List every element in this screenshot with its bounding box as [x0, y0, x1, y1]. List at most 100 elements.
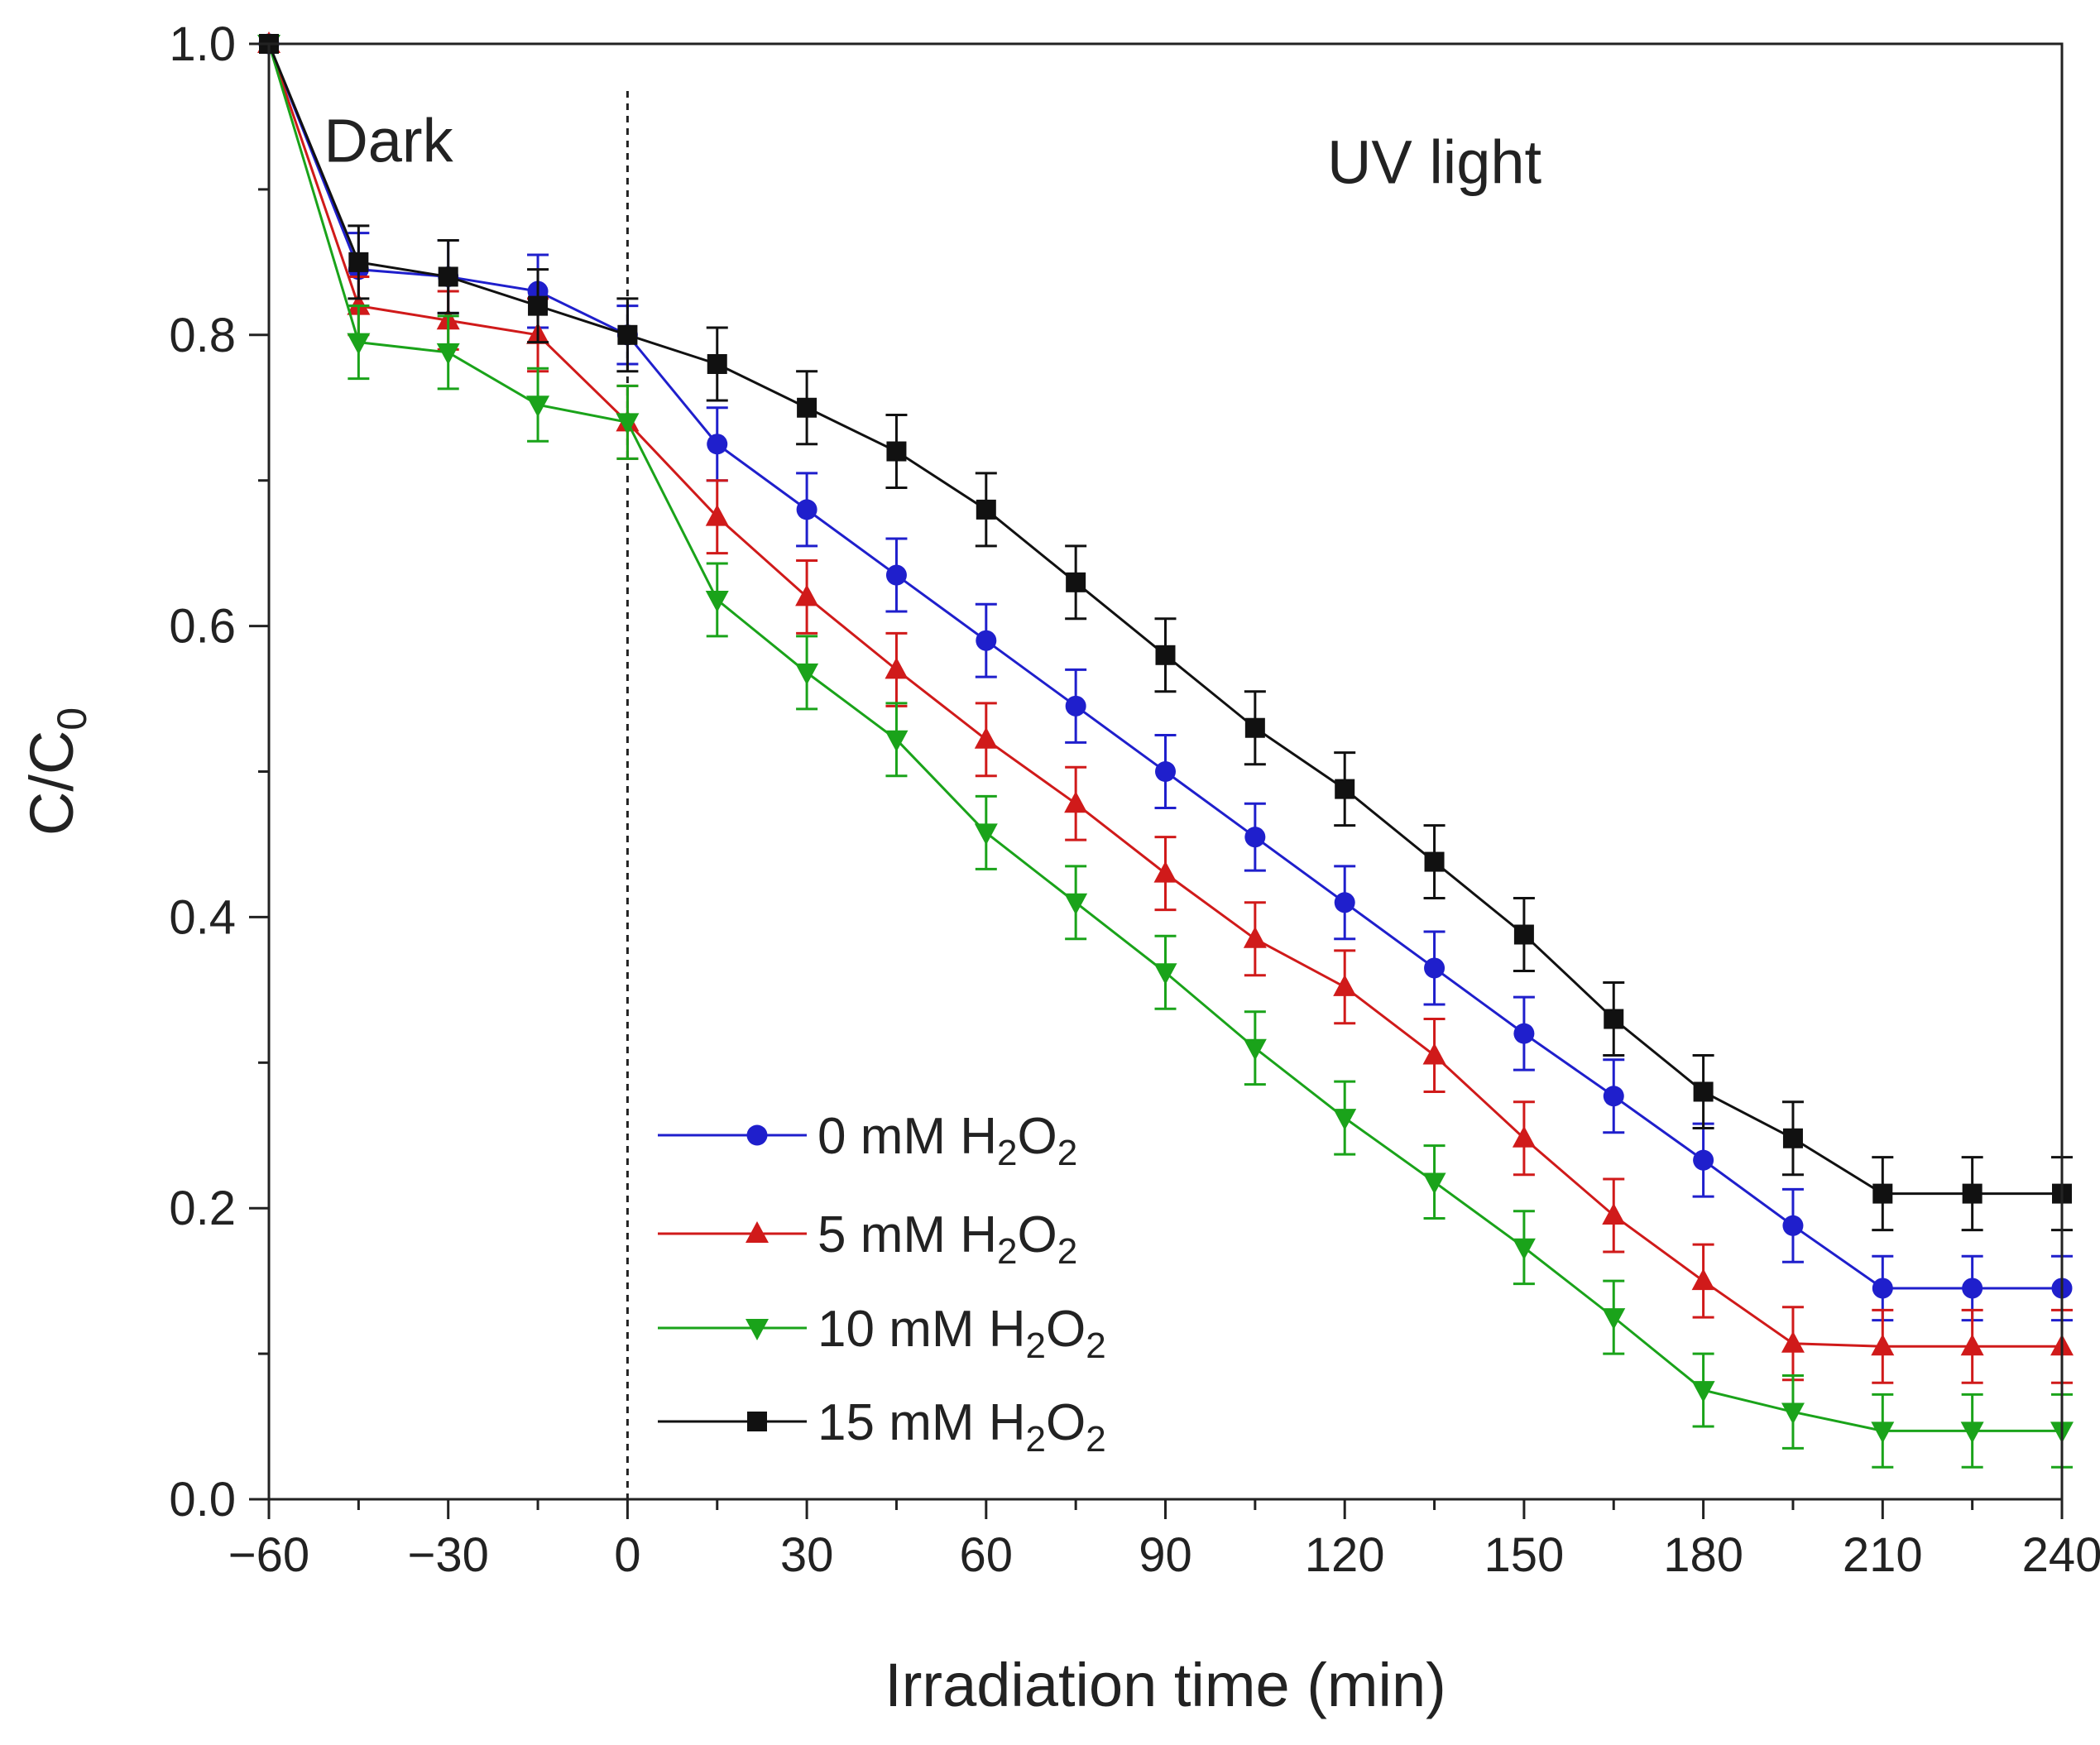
data-point — [974, 726, 998, 749]
legend-label-sub: 2 — [1086, 1326, 1105, 1366]
data-point — [347, 293, 371, 315]
dark-label: Dark — [324, 106, 453, 175]
data-point — [1155, 761, 1176, 782]
annotations: Dark UV light — [324, 106, 1541, 196]
x-tick-label: −30 — [408, 1528, 489, 1582]
data-point — [1872, 1278, 1893, 1299]
data-point — [1602, 1202, 1626, 1225]
data-point — [1153, 861, 1177, 883]
series-1 — [257, 31, 2074, 1384]
data-point — [1960, 1421, 1984, 1444]
data-point — [1424, 851, 1445, 872]
legend-item-0: 0 mM H2O2 — [658, 1108, 1077, 1173]
x-tick-label: 90 — [1139, 1528, 1192, 1582]
x-tick-label: 60 — [960, 1528, 1014, 1582]
data-point — [1781, 1402, 1805, 1425]
series-3 — [259, 34, 2073, 1232]
legend-label-sub: 2 — [1025, 1326, 1045, 1366]
legend-label-text: 15 mM H — [817, 1394, 1025, 1451]
uv-light-label: UV light — [1327, 128, 1542, 197]
data-point — [1424, 957, 1446, 979]
legend-label-text: O — [1046, 1394, 1086, 1451]
data-point — [438, 266, 458, 287]
y-tick-label: 0.6 — [169, 600, 236, 654]
data-point — [1871, 1334, 1895, 1356]
legend-marker — [746, 1124, 768, 1146]
data-point — [976, 499, 996, 520]
data-point — [1335, 779, 1355, 799]
legend-item-2: 10 mM H2O2 — [658, 1301, 1106, 1366]
data-point — [1422, 1172, 1446, 1195]
data-point — [1244, 827, 1266, 848]
data-point — [1334, 892, 1355, 913]
x-tick-label: 240 — [2022, 1528, 2100, 1582]
data-point — [707, 353, 727, 374]
data-point — [1512, 1125, 1536, 1148]
data-point — [1243, 926, 1267, 948]
x-axis-title: Irradiation time (min) — [885, 1651, 1446, 1719]
x-tick-label: 0 — [614, 1528, 640, 1582]
data-point — [528, 295, 549, 316]
data-point — [1781, 1330, 1805, 1353]
data-point — [1513, 924, 1534, 945]
data-point — [1603, 1086, 1624, 1107]
legend-label-sub: 2 — [1025, 1419, 1045, 1460]
y-axis-title-sub: 0 — [49, 707, 95, 731]
data-point — [1602, 1308, 1626, 1330]
legend-label-text: 10 mM H — [817, 1301, 1025, 1358]
x-tick-label: 180 — [1663, 1528, 1743, 1582]
data-point — [885, 657, 909, 679]
data-point — [705, 590, 729, 612]
legend-label-text: O — [1046, 1301, 1086, 1358]
data-point — [885, 730, 909, 752]
legend-label-text: 0 mM H — [817, 1108, 997, 1165]
data-point — [348, 252, 369, 272]
data-point — [1065, 695, 1086, 717]
data-point — [974, 823, 998, 846]
data-point — [976, 630, 997, 651]
y-tick-label: 1.0 — [169, 17, 236, 71]
data-point — [1871, 1421, 1895, 1444]
legend-label-sub: 2 — [997, 1133, 1017, 1173]
data-point — [1244, 717, 1265, 738]
data-point — [436, 343, 460, 365]
x-tick-label: 210 — [1843, 1528, 1923, 1582]
data-point — [1155, 645, 1176, 665]
data-point — [1066, 572, 1086, 592]
legend-label-sub: 2 — [1057, 1133, 1077, 1173]
legend-label-sub: 2 — [997, 1231, 1017, 1272]
y-tick-label: 0.4 — [169, 890, 236, 944]
legend-marker — [747, 1412, 767, 1431]
legend-label-text: 5 mM H — [817, 1206, 997, 1263]
data-point — [795, 663, 819, 685]
legend-marker — [746, 1221, 769, 1243]
x-tick-label: 120 — [1305, 1528, 1385, 1582]
data-point — [1243, 1038, 1267, 1061]
data-point — [347, 333, 371, 355]
data-point — [1960, 1334, 1984, 1356]
y-tick-label: 0.0 — [169, 1473, 236, 1527]
data-point — [1872, 1183, 1893, 1204]
x-tick-label: 30 — [780, 1528, 834, 1582]
data-point — [1691, 1381, 1715, 1403]
data-point — [1604, 1009, 1624, 1029]
data-point — [1691, 1268, 1715, 1291]
legend-item-1: 5 mM H2O2 — [658, 1206, 1077, 1272]
data-point — [795, 584, 819, 606]
data-point — [616, 413, 640, 435]
data-point — [1782, 1215, 1804, 1236]
data-point — [1962, 1183, 1983, 1204]
legend-label: 5 mM H2O2 — [817, 1206, 1077, 1272]
y-tick-label: 0.2 — [169, 1182, 236, 1235]
y-axis-title: C/C0 — [17, 707, 95, 836]
y-tick-label: 0.8 — [169, 309, 236, 362]
legend-label-text: O — [1017, 1108, 1057, 1165]
legend-item-3: 15 mM H2O2 — [658, 1394, 1106, 1460]
data-point — [885, 564, 907, 586]
data-point — [1513, 1023, 1535, 1044]
data-point — [1064, 893, 1088, 915]
data-point — [1962, 1278, 1983, 1299]
legend-marker — [746, 1319, 769, 1340]
